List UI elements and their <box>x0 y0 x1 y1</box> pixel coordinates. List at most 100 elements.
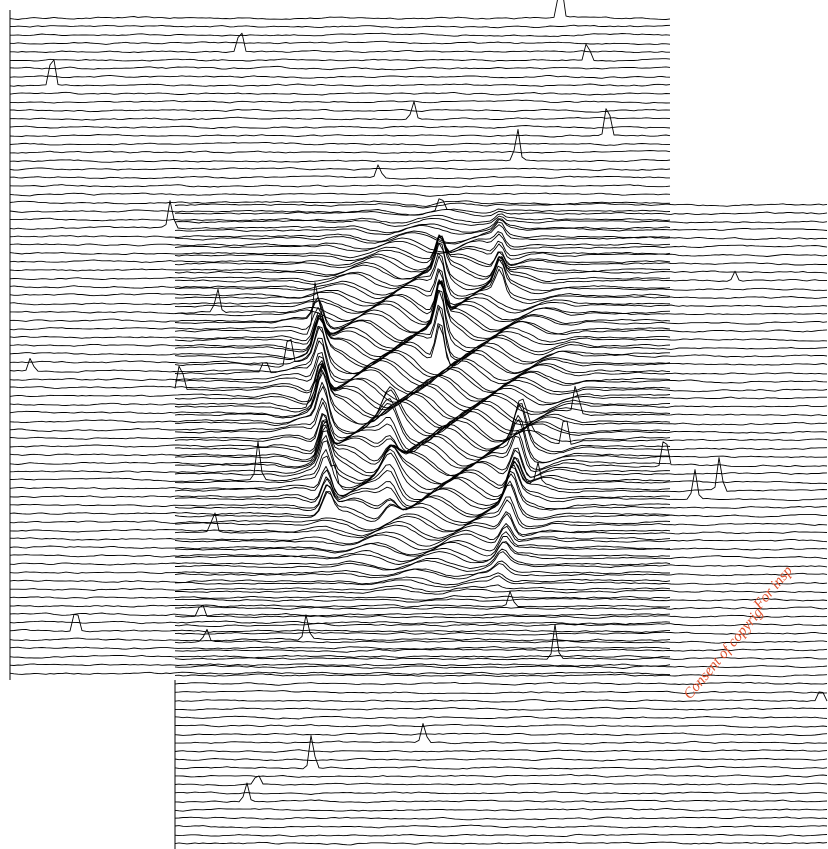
trace <box>9 164 670 180</box>
trace <box>9 221 670 244</box>
trace <box>174 575 828 588</box>
trace <box>174 631 827 636</box>
trace <box>10 281 671 323</box>
trace <box>174 340 827 387</box>
trace <box>174 749 828 753</box>
trace <box>174 202 828 209</box>
trace <box>9 381 671 435</box>
trace <box>174 198 828 217</box>
trace <box>175 706 828 711</box>
trace <box>9 65 671 71</box>
trace <box>174 236 827 273</box>
trace <box>174 807 828 812</box>
trace <box>9 369 671 427</box>
trace <box>174 281 828 325</box>
trace <box>9 360 671 401</box>
trace <box>174 624 828 661</box>
trace <box>9 242 671 287</box>
trace <box>174 215 828 227</box>
trace <box>10 99 671 104</box>
trace <box>174 234 828 264</box>
trace <box>9 108 671 138</box>
trace <box>9 435 671 485</box>
trace-layer <box>9 0 828 846</box>
trace <box>174 235 828 280</box>
trace <box>9 541 670 563</box>
trace <box>174 326 828 378</box>
trace <box>174 355 828 395</box>
trace <box>9 24 671 29</box>
trace <box>175 606 828 611</box>
trace <box>9 59 671 87</box>
trace <box>9 252 671 297</box>
trace <box>9 40 671 45</box>
trace <box>174 563 828 580</box>
trace <box>174 841 828 846</box>
trace <box>9 496 671 532</box>
trace <box>9 397 671 444</box>
trace <box>174 648 828 653</box>
trace <box>174 386 828 437</box>
trace <box>174 735 828 770</box>
trace <box>174 512 828 541</box>
trace <box>175 499 828 533</box>
trace <box>174 317 828 368</box>
trace <box>9 352 671 393</box>
trace <box>174 289 828 352</box>
trace <box>174 242 827 291</box>
trace <box>10 32 671 37</box>
trace <box>174 775 828 787</box>
trace <box>9 289 671 349</box>
trace <box>175 588 828 595</box>
trace <box>174 452 828 494</box>
trace <box>174 824 828 829</box>
trace <box>9 365 671 419</box>
trace <box>174 541 828 565</box>
trace <box>174 604 828 619</box>
watermark-line: For insp <box>750 563 796 614</box>
trace <box>9 671 670 675</box>
trace <box>174 791 828 795</box>
trace <box>9 184 671 188</box>
trace <box>9 663 671 667</box>
trace <box>9 91 671 96</box>
trace <box>174 371 827 429</box>
trace <box>9 612 671 617</box>
trace <box>174 690 828 695</box>
trace <box>9 560 670 577</box>
trace <box>9 613 670 633</box>
trace <box>9 235 671 271</box>
trace <box>174 365 828 420</box>
trace <box>9 325 671 376</box>
trace <box>174 268 828 308</box>
trace <box>9 125 671 129</box>
trace <box>174 691 828 703</box>
trace <box>174 525 828 551</box>
trace <box>9 141 671 146</box>
trace <box>174 724 828 729</box>
trace <box>9 523 671 547</box>
trace <box>174 536 828 557</box>
trace <box>174 440 828 485</box>
trace <box>174 673 828 678</box>
trace <box>174 732 828 737</box>
trace <box>9 231 671 253</box>
trace <box>174 279 828 344</box>
trace <box>9 614 671 642</box>
trace <box>174 681 828 686</box>
trace <box>9 548 671 571</box>
trace <box>174 473 828 518</box>
watermark-line: Consent of copyrig <box>681 604 767 702</box>
trace <box>9 208 671 216</box>
trace <box>9 0 671 20</box>
trace <box>174 419 828 469</box>
trace <box>9 620 671 625</box>
trace <box>174 279 828 334</box>
trace <box>174 757 828 762</box>
trace <box>9 646 671 650</box>
trace <box>9 591 671 608</box>
trace <box>9 280 670 313</box>
trace <box>174 404 828 461</box>
trace <box>9 595 671 601</box>
